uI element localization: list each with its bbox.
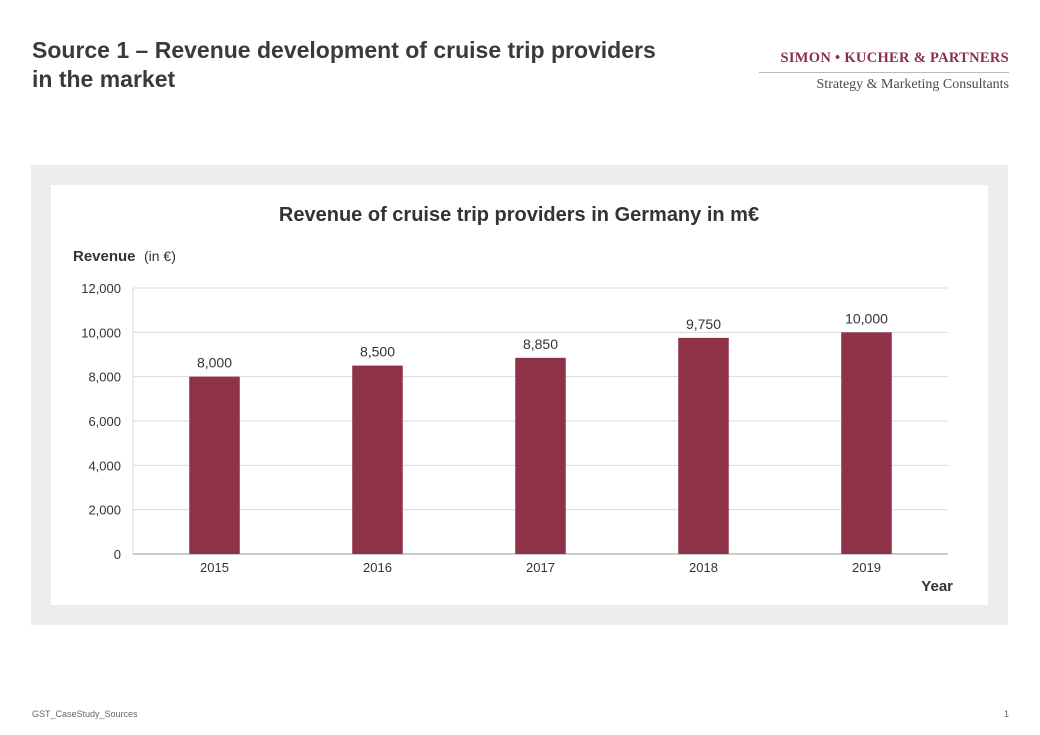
x-tick-label: 2015 xyxy=(200,560,229,575)
x-tick-label: 2017 xyxy=(526,560,555,575)
bar xyxy=(352,365,403,554)
bar xyxy=(841,332,892,554)
x-tick-label: 2016 xyxy=(363,560,392,575)
company-logo: SIMON • KUCHER & PARTNERS Strategy & Mar… xyxy=(759,50,1009,93)
x-axis-label: Year xyxy=(921,578,953,595)
bar xyxy=(189,376,240,554)
logo-divider xyxy=(759,72,1009,73)
page-number: 1 xyxy=(1003,709,1009,719)
y-tick-label: 12,000 xyxy=(81,281,121,296)
slide-title: Source 1 – Revenue development of cruise… xyxy=(32,37,656,92)
x-tick-label: 2019 xyxy=(852,560,881,575)
y-tick-label: 8,000 xyxy=(88,370,121,385)
revenue-bar-chart: Revenue of cruise trip providers in Germ… xyxy=(73,204,953,595)
logo-tagline: Strategy & Marketing Consultants xyxy=(816,77,1009,92)
x-tick-label: 2018 xyxy=(689,560,718,575)
data-label: 10,000 xyxy=(845,310,888,326)
y-tick-label: 10,000 xyxy=(81,325,121,340)
chart-card: Revenue of cruise trip providers in Germ… xyxy=(51,185,988,605)
chart-labels: 0 2,000 4,000 6,000 8,000 10,000 12,000 8,000 20… xyxy=(81,281,888,575)
y-tick-label: 4,000 xyxy=(88,458,121,473)
y-axis-unit: (in €) xyxy=(144,248,176,264)
chart-panel: Revenue of cruise trip providers in Germ… xyxy=(31,165,1008,625)
data-label: 9,750 xyxy=(686,316,721,332)
y-tick-label: 2,000 xyxy=(88,503,121,518)
bars xyxy=(189,332,892,554)
y-axis-label: Revenue xyxy=(73,248,136,265)
data-label: 8,500 xyxy=(360,344,395,360)
y-tick-label: 0 xyxy=(114,547,121,562)
data-label: 8,850 xyxy=(523,336,558,352)
logo-name: SIMON • KUCHER & PARTNERS xyxy=(780,50,1009,66)
data-label: 8,000 xyxy=(197,355,232,371)
bar xyxy=(678,337,729,554)
bar xyxy=(515,357,566,554)
y-axis-title: Revenue (in €) xyxy=(73,248,176,265)
y-tick-label: 6,000 xyxy=(88,414,121,429)
footer-source-label: GST_CaseStudy_Sources xyxy=(32,709,138,719)
chart-title: Revenue of cruise trip providers in Germ… xyxy=(279,204,759,226)
